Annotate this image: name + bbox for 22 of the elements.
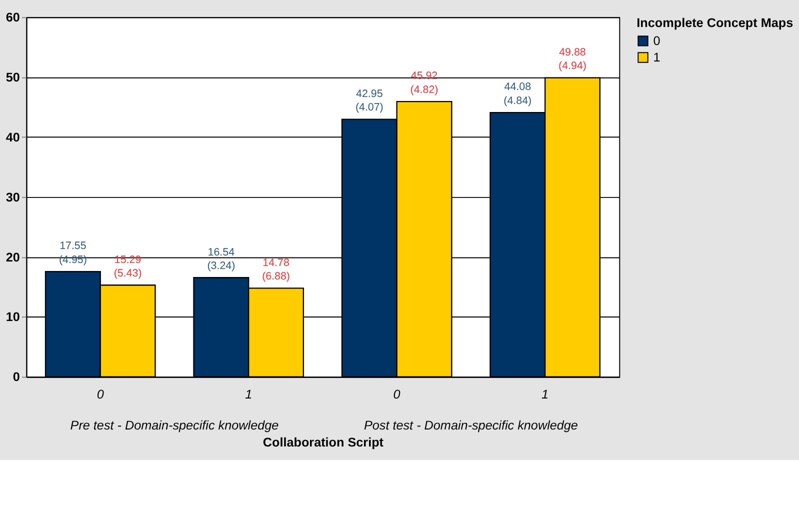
text: Post test - Domain-specific knowledge [364,418,578,432]
x-tick-label: 1 [542,388,549,402]
y-tick-label: 0 [12,370,20,384]
x-axis-title: Collaboration Script [262,435,384,450]
text: Pre test - Domain-specific knowledge [70,418,279,432]
data-label: 16.54 (3.24) [207,246,236,272]
y-tick-label: 20 [6,250,20,264]
x-tick-label: 0 [96,388,104,402]
legend-title: Incomplete Concept Maps [636,16,794,30]
y-tick-label: 50 [6,70,20,84]
legend-label: 1 [653,50,660,64]
y-tick-label: 10 [6,310,20,324]
data-label: 14.78 (6.88) [262,256,290,282]
data-label: 49.88 (4.94) [558,46,586,72]
y-tick-label: 60 [6,10,20,24]
x-tick-label: 1 [245,388,252,402]
legend-label: 0 [653,34,660,48]
x-tick-label: 0 [393,388,400,402]
data-label: 44.08 (4.84) [504,81,532,107]
y-tick-label: 40 [6,130,20,144]
y-tick-label: 30 [6,190,20,204]
data-label: 42.95 (4.07) [355,88,384,114]
